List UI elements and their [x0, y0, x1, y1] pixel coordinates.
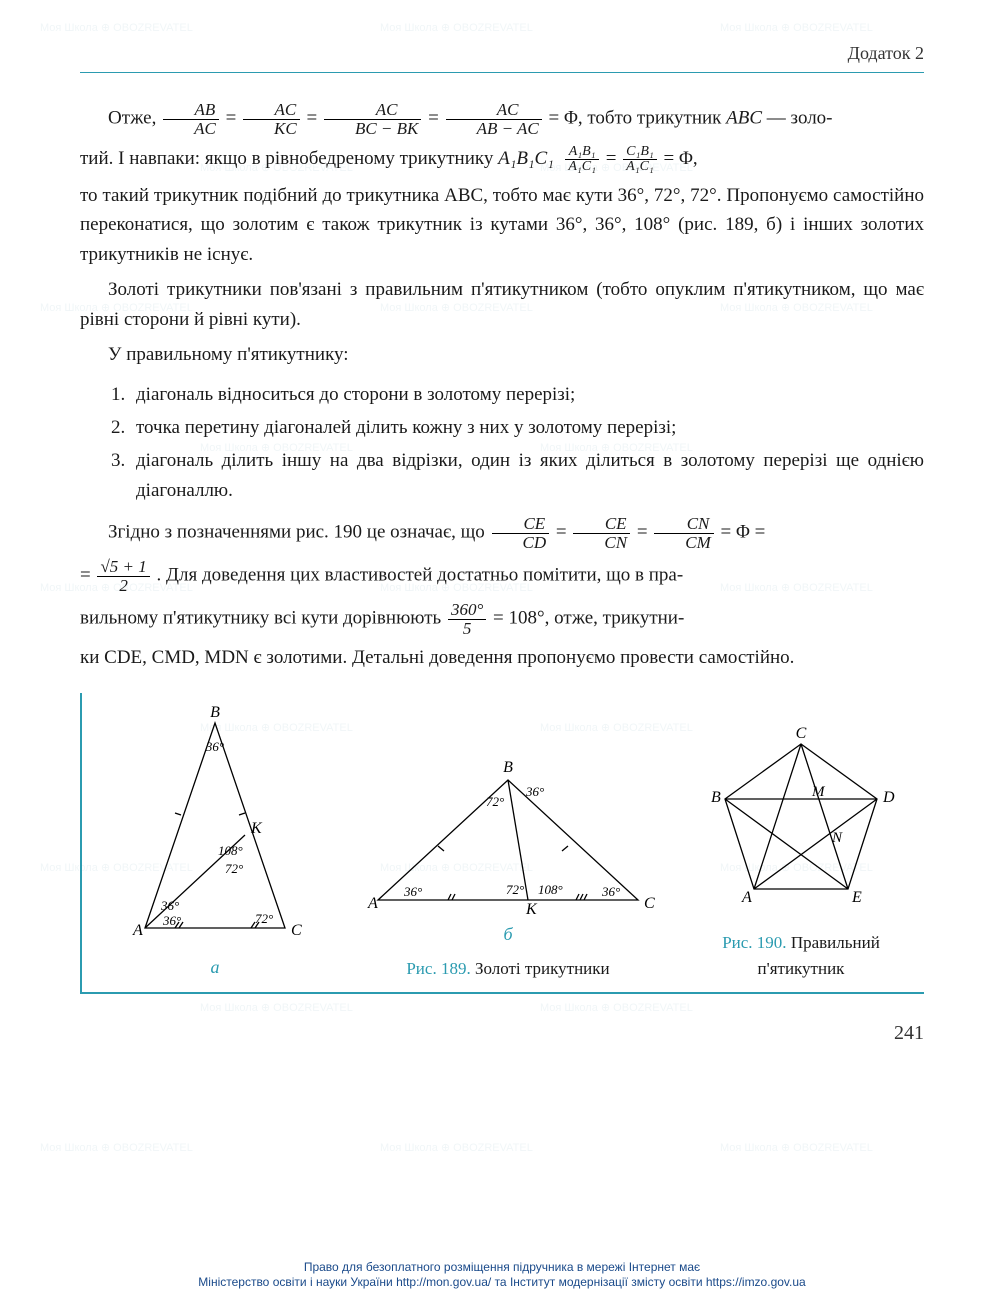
- figure-189a: B A C K 36° 108° 72° 36° 36° 72° а: [92, 703, 338, 982]
- svg-text:C: C: [291, 922, 302, 939]
- appendix-label: Додаток 2: [80, 40, 924, 68]
- paragraph-6b: = √5 + 12 . Для доведення цих властивост…: [80, 558, 924, 595]
- header-rule: [80, 72, 924, 74]
- svg-text:A: A: [132, 922, 143, 939]
- figures-block: B A C K 36° 108° 72° 36° 36° 72° а: [80, 693, 924, 994]
- paragraph-2: тий. І навпаки: якщо в рівнобедреному тр…: [80, 144, 924, 175]
- svg-text:108°: 108°: [218, 843, 243, 858]
- svg-text:E: E: [851, 889, 862, 906]
- paragraph-1: Отже, ABAC = ACKC = ACBC − BK = ACAB − A…: [80, 101, 924, 138]
- figure-ref: Рис. 190.: [722, 933, 786, 952]
- svg-text:C: C: [644, 895, 655, 912]
- list-item: діагональ відноситься до сторони в золот…: [130, 380, 924, 409]
- paragraph-8: ки CDE, CMD, MDN є золотими. Детальні до…: [80, 643, 924, 672]
- svg-text:B: B: [503, 759, 513, 776]
- svg-text:K: K: [250, 820, 263, 837]
- page-number: 241: [80, 1018, 924, 1049]
- paragraph-5: У правильному п'ятикутнику:: [80, 340, 924, 369]
- svg-text:36°: 36°: [205, 739, 224, 754]
- svg-text:C: C: [796, 725, 807, 742]
- paragraph-7: вильному п'ятикутнику всі кути дорівнюют…: [80, 601, 924, 638]
- svg-text:B: B: [210, 704, 220, 721]
- svg-text:36°: 36°: [525, 784, 544, 799]
- svg-text:36°: 36°: [162, 913, 181, 928]
- paragraph-3: то такий трикутник подібний до трикутник…: [80, 181, 924, 269]
- svg-text:108°: 108°: [538, 882, 563, 897]
- svg-text:36°: 36°: [160, 898, 179, 913]
- svg-text:N: N: [831, 830, 843, 846]
- svg-text:D: D: [882, 789, 895, 806]
- svg-text:B: B: [711, 789, 721, 806]
- svg-text:K: K: [525, 901, 538, 918]
- footer: Право для безоплатного розміщення підруч…: [0, 1260, 1004, 1291]
- svg-text:72°: 72°: [255, 911, 273, 926]
- paragraph-6: Згідно з позначеннями рис. 190 це означа…: [80, 515, 924, 552]
- svg-text:M: M: [811, 784, 826, 800]
- svg-text:A: A: [367, 895, 378, 912]
- figure-ref: Рис. 189.: [406, 959, 470, 978]
- svg-text:72°: 72°: [506, 882, 524, 897]
- svg-text:72°: 72°: [225, 861, 243, 876]
- list-item: діагональ ділить іншу на два відрізки, о…: [130, 446, 924, 505]
- page-content: Додаток 2 Отже, ABAC = ACKC = ACBC − BK …: [80, 40, 924, 1049]
- figure-190: C D B A E M N Рис. 190. Правильний п'яти…: [678, 724, 924, 983]
- properties-list: діагональ відноситься до сторони в золот…: [130, 380, 924, 506]
- paragraph-4: Золоті трикутники пов'язані з правильним…: [80, 275, 924, 334]
- svg-text:72°: 72°: [486, 794, 504, 809]
- svg-text:36°: 36°: [403, 884, 422, 899]
- svg-text:36°: 36°: [601, 884, 620, 899]
- list-item: точка перетину діагоналей ділить кожну з…: [130, 413, 924, 442]
- svg-text:A: A: [741, 889, 752, 906]
- figure-189b: A B C K 36° 72° 36° 72° 108° 36° б Рис. …: [358, 750, 658, 982]
